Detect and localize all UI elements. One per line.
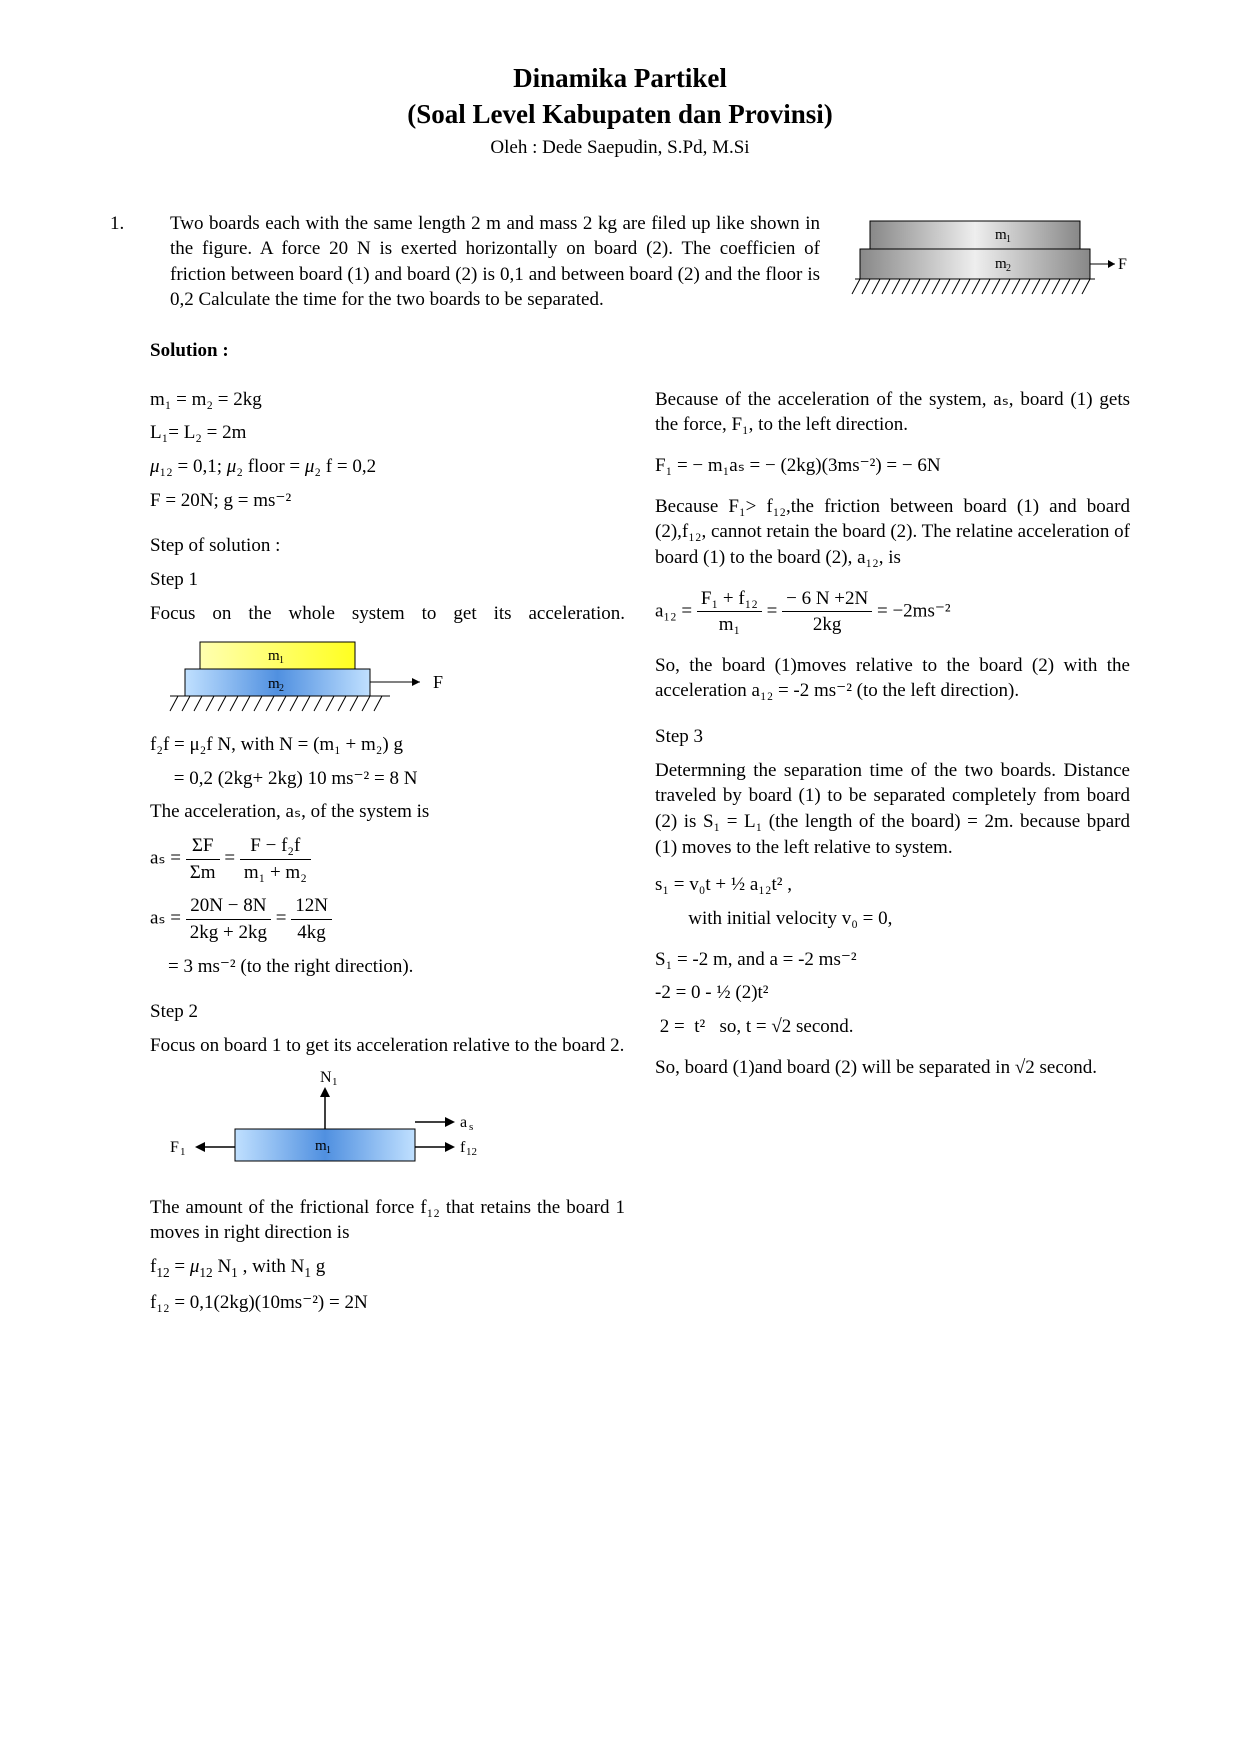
step2-title: Step 2 [150, 999, 625, 1025]
step2-eq1: f12 = μ12 N1 , with N1 g [150, 1254, 625, 1282]
svg-text:a: a [460, 1114, 467, 1131]
step1-figure: m 1 m 2 F [150, 634, 625, 724]
right-column: Because of the acceleration of the syste… [655, 379, 1130, 1324]
solution-label: Solution : [150, 338, 1130, 364]
step3-eq1b: with initial velocity v₀ = 0, [655, 906, 1130, 932]
step1-eq6: = 3 ms⁻² (to the right direction). [150, 954, 625, 980]
step2-eq2: f₁₂ = 0,1(2kg)(10ms⁻²) = 2N [150, 1290, 625, 1316]
svg-text:12: 12 [466, 1146, 477, 1158]
svg-text:1: 1 [332, 1076, 338, 1088]
step1-eq2: = 0,2 (2kg+ 2kg) 10 ms⁻² = 8 N [150, 766, 625, 792]
step1-eq5: aₛ = 20N − 8N2kg + 2kg = 12N4kg [150, 893, 625, 945]
left-column: m₁ = m₂ = 2kg L₁= L₂ = 2m μ₁₂ = 0,1; μ₂ … [150, 379, 625, 1324]
step2-figure: N 1 m 1 a s f 12 F [150, 1067, 625, 1187]
step3-para1: Determning the separation time of the tw… [655, 758, 1130, 861]
problem-1: 1. Two boards each with the same length … [110, 211, 1130, 314]
step3-eq2: S₁ = -2 m, and a = -2 ms⁻² [655, 947, 1130, 973]
given-1: m₁ = m₂ = 2kg [150, 387, 625, 413]
problem-number: 1. [110, 211, 140, 314]
step1-title: Step 1 [150, 567, 625, 593]
given-4: F = 20N; g = ms⁻² [150, 488, 625, 514]
step3-para2: So, board (1)and board (2) will be separ… [655, 1055, 1130, 1081]
step1-eq4: aₛ = ΣFΣm = F − f₂fm₁ + m₂ [150, 833, 625, 885]
svg-text:1: 1 [279, 655, 284, 666]
solution-columns: m₁ = m₂ = 2kg L₁= L₂ = 2m μ₁₂ = 0,1; μ₂ … [150, 379, 1130, 1324]
svg-text:1: 1 [180, 1146, 186, 1158]
step3-eq3: -2 = 0 - ½ (2)t² [655, 980, 1130, 1006]
step2-para1: The amount of the frictional force f₁₂ t… [150, 1195, 625, 1246]
svg-text:1: 1 [1006, 234, 1011, 245]
svg-text:1: 1 [326, 1145, 331, 1156]
step1-eq3: The acceleration, aₛ, of the system is [150, 799, 625, 825]
svg-text:2: 2 [1006, 263, 1011, 274]
step1-eq1: f₂f = μ₂f N, with N = (m₁ + m₂) g [150, 732, 625, 758]
step3-eq1: s₁ = v₀t + ½ a₁₂t² , [655, 872, 1130, 898]
svg-text:F: F [170, 1139, 179, 1156]
step3-eq4: 2 = t² so, t = √2 second. [655, 1014, 1130, 1040]
right-eq1: F₁ = − m₁aₛ = − (2kg)(3ms⁻²) = − 6N [655, 453, 1130, 479]
svg-text:N: N [320, 1069, 332, 1086]
step1-intro: Focus on the whole system to get its acc… [150, 601, 625, 627]
svg-text:F: F [433, 672, 443, 692]
step-of-solution: Step of solution : [150, 533, 625, 559]
right-para2: Because F₁> f₁₂,the friction between boa… [655, 494, 1130, 571]
problem-figure: m 1 m 2 F [850, 211, 1130, 314]
right-para1: Because of the acceleration of the syste… [655, 387, 1130, 438]
title: Dinamika Partikel [110, 60, 1130, 96]
subtitle: (Soal Level Kabupaten dan Provinsi) [110, 96, 1130, 132]
svg-text:F: F [1118, 256, 1127, 273]
right-para3: So, the board (1)moves relative to the b… [655, 653, 1130, 704]
step2-intro: Focus on board 1 to get its acceleration… [150, 1033, 625, 1059]
right-eq2: a₁₂ = F₁ + f₁₂m₁ = − 6 N +2N2kg = −2ms⁻² [655, 586, 1130, 638]
document-header: Dinamika Partikel (Soal Level Kabupaten … [110, 60, 1130, 161]
step3-title: Step 3 [655, 724, 1130, 750]
given-2: L₁= L₂ = 2m [150, 420, 625, 446]
svg-text:2: 2 [279, 683, 284, 694]
svg-text:s: s [469, 1121, 473, 1133]
problem-text: Two boards each with the same length 2 m… [170, 211, 820, 314]
given-3: μ₁₂ = 0,1; μ₂ floor = μ₂ f = 0,2 [150, 454, 625, 480]
author: Oleh : Dede Saepudin, S.Pd, M.Si [110, 135, 1130, 161]
